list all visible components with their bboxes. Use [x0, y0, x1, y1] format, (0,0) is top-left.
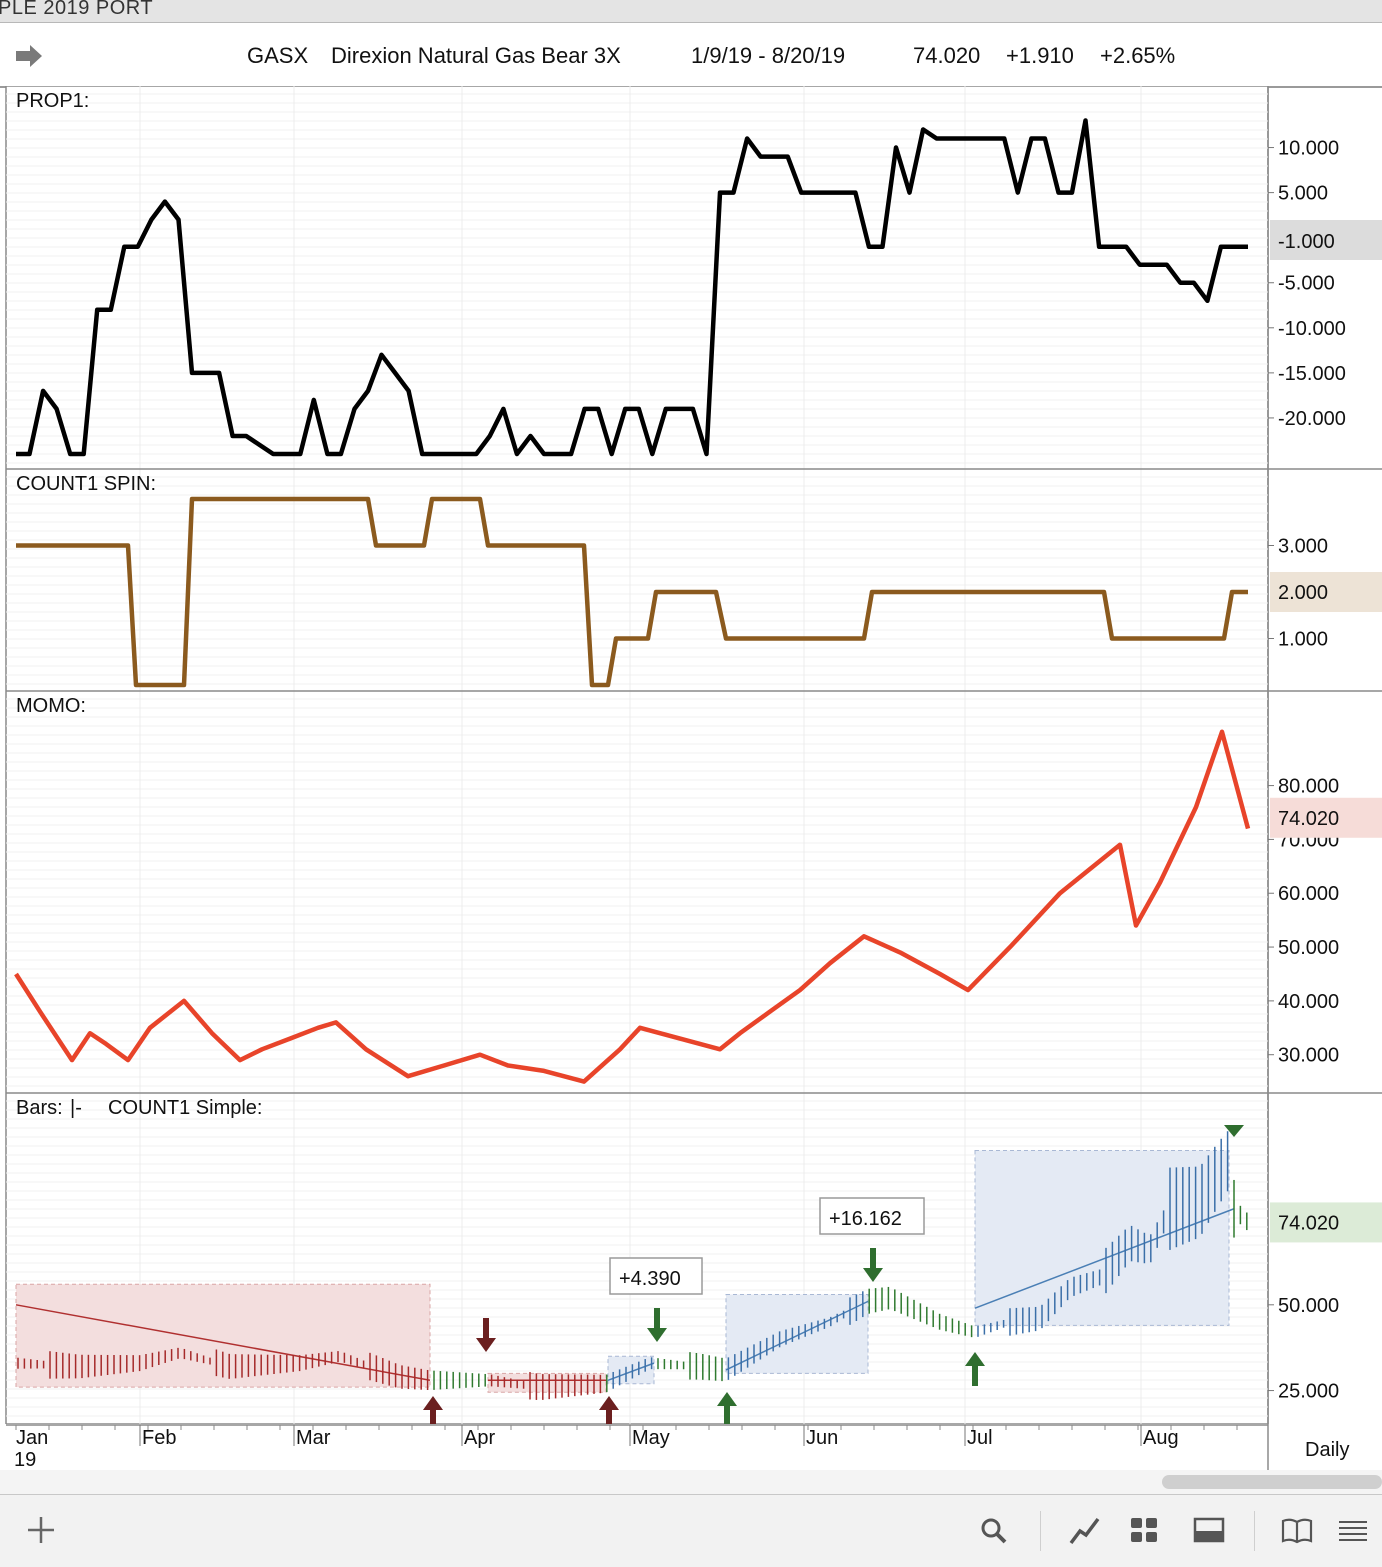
gain-annotation-box — [819, 1197, 925, 1235]
y-tick-label: 40.000 — [1278, 991, 1339, 1013]
last-value-label: 2.000 — [1278, 582, 1328, 604]
x-month-label: Jun — [806, 1427, 838, 1449]
last-value-label: 74.020 — [1278, 1212, 1339, 1234]
year-label: 19 — [14, 1449, 36, 1470]
arrow-up-icon — [965, 1352, 985, 1386]
y-tick-label: -15.000 — [1278, 363, 1346, 385]
x-month-label: May — [632, 1427, 670, 1449]
gain-annotation-label: +16.162 — [829, 1208, 902, 1230]
menu-icon[interactable] — [1336, 1513, 1370, 1547]
arrow-down-icon — [863, 1248, 883, 1282]
arrow-up-icon — [599, 1396, 619, 1424]
regression-line — [607, 1362, 655, 1381]
last-value-badge — [1270, 797, 1382, 838]
panel-title: MOMO: — [16, 695, 86, 717]
bars-subtitle: COUNT1 Simple: — [108, 1097, 262, 1119]
x-month-label: Apr — [464, 1427, 495, 1449]
scroll-track — [0, 1470, 1382, 1494]
last-value-badge — [1270, 572, 1382, 612]
last-value-label: 74.020 — [1278, 808, 1339, 830]
chart-area[interactable]: PROP1: 10.000 5.000 -5.000 -10.000 -15.000 -20… — [0, 86, 1382, 1424]
last-value-badge — [1270, 1202, 1382, 1243]
x-month-label: Feb — [142, 1427, 176, 1449]
price-change: +1.910 — [1006, 43, 1074, 68]
y-tick-label: 5.000 — [1278, 183, 1328, 205]
y-tick-label: 3.000 — [1278, 536, 1328, 558]
arrow-down-icon — [1224, 1125, 1244, 1137]
regression-box-up — [725, 1294, 869, 1374]
arrow-right-icon[interactable] — [14, 43, 44, 69]
line-chart-icon[interactable] — [1068, 1513, 1102, 1547]
y-tick-label: 25.000 — [1278, 1381, 1339, 1403]
last-value-label: -1.000 — [1278, 231, 1335, 253]
arrow-down-icon — [476, 1318, 496, 1352]
last-price: 74.020 — [913, 43, 981, 68]
search-icon[interactable] — [976, 1513, 1010, 1547]
y-tick-label: 1.000 — [1278, 629, 1328, 651]
x-month-label: Jan — [16, 1427, 48, 1449]
y-tick-label: -10.000 — [1278, 318, 1346, 340]
arrow-down-icon — [647, 1308, 667, 1342]
window-title: PLE 2019 PORT — [0, 0, 154, 19]
x-month-label: Aug — [1143, 1427, 1179, 1449]
y-tick-label: 80.000 — [1278, 776, 1339, 798]
x-month-label: Jul — [967, 1427, 993, 1449]
gain-annotation-label: +4.390 — [619, 1268, 681, 1290]
grid-icon[interactable] — [1127, 1513, 1161, 1547]
book-icon[interactable] — [1280, 1513, 1314, 1547]
x-axis: Jan Feb Mar Apr May Jun Jul Aug Daily 19 — [6, 1424, 1349, 1470]
y-tick-label: 10.000 — [1278, 138, 1339, 160]
security-name: Direxion Natural Gas Bear 3X — [331, 43, 621, 68]
momo-series-line — [14, 729, 1251, 1084]
last-value-badge — [1270, 220, 1382, 260]
window-titlebar: PLE 2019 PORT — [0, 0, 1382, 23]
y-tick-label: 30.000 — [1278, 1045, 1339, 1067]
date-range: 1/9/19 - 8/20/19 — [691, 43, 846, 68]
prop1-panel: PROP1: 10.000 5.000 -5.000 -10.000 -15.000 -20… — [6, 86, 1382, 469]
y-tick-label: -20.000 — [1278, 408, 1346, 430]
y-tick-label: -5.000 — [1278, 273, 1335, 295]
interval-label[interactable]: Daily — [1305, 1439, 1349, 1461]
price-change-pct: +2.65% — [1100, 43, 1176, 68]
regression-line — [974, 1208, 1235, 1309]
bars-title-suffix: |- — [70, 1097, 82, 1119]
regression-box-up — [607, 1355, 655, 1385]
panel-layout-icon[interactable] — [1192, 1513, 1226, 1547]
count1-spin-panel: COUNT1 SPIN: 3.000 1.000 2.000 — [6, 468, 1382, 691]
chart-header: GASX Direxion Natural Gas Bear 3X 1/9/19… — [0, 23, 1382, 88]
momo-panel: MOMO:80.00070.00060.00050.00040.00030.00… — [6, 690, 1382, 1093]
panel-title: Bars: — [16, 1097, 63, 1119]
regression-box-up — [974, 1149, 1230, 1326]
bars-panel: Bars: 50.000 25.000 |- COUNT1 Simple: +4.390 +… — [6, 1092, 1382, 1424]
symbol-label: GASX — [247, 43, 309, 68]
arrow-up-icon — [717, 1392, 737, 1424]
prop1-series-line — [16, 118, 1248, 457]
y-tick-label: 50.000 — [1278, 937, 1339, 959]
bottom-toolbar — [0, 1494, 1382, 1567]
panel-title: COUNT1 SPIN: — [16, 473, 156, 495]
plus-icon[interactable] — [24, 1513, 58, 1547]
gain-annotation-box — [609, 1257, 703, 1295]
y-tick-label: 50.000 — [1278, 1295, 1339, 1317]
count1-spin-series-line — [16, 496, 1248, 688]
y-tick-label: 60.000 — [1278, 883, 1339, 905]
regression-line — [15, 1304, 431, 1382]
x-month-label: Mar — [296, 1427, 331, 1449]
panel-title: PROP1: — [16, 90, 89, 112]
horizontal-scrollbar[interactable] — [1162, 1475, 1382, 1489]
arrow-up-icon — [423, 1396, 443, 1424]
